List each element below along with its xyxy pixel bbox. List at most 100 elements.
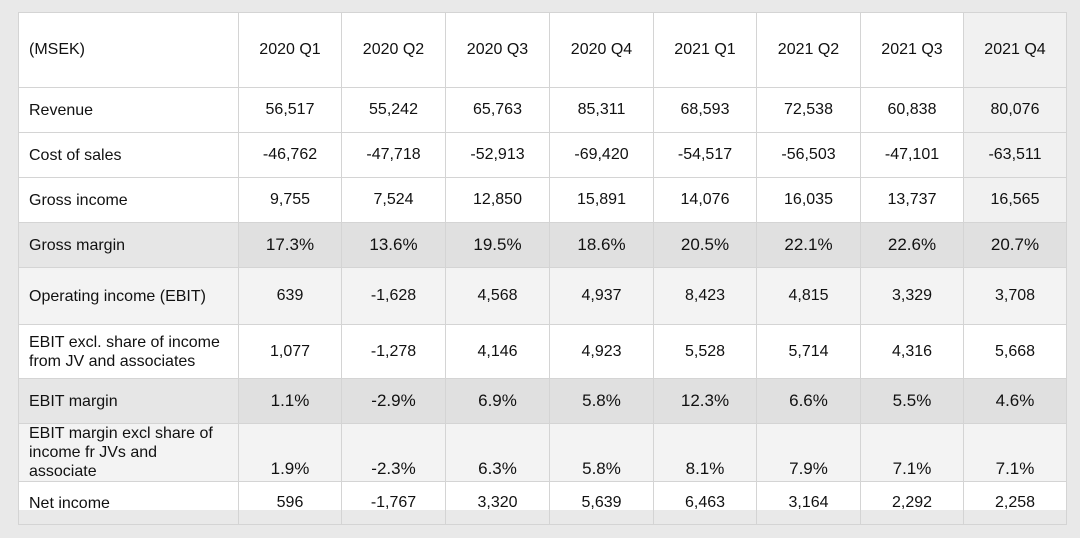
table-cell: -1,767	[341, 481, 446, 525]
table-cell: 5,714	[756, 324, 861, 379]
table-cell: 596	[238, 481, 342, 525]
row-label-line: EBIT excl. share of income	[29, 333, 220, 351]
table-cell: -2.3%	[341, 423, 446, 482]
row-label: Operating income (EBIT)	[18, 267, 239, 325]
quarterly-financials-table: (MSEK) 2020 Q1 2020 Q2 2020 Q3 2020 Q4 2…	[18, 12, 1067, 525]
table-cell: 6.6%	[756, 378, 861, 424]
table-cell: 22.6%	[860, 222, 964, 268]
table-cell: 7,524	[341, 177, 446, 223]
table-cell: 16,035	[756, 177, 861, 223]
table-cell: 65,763	[445, 87, 550, 133]
table-cell: 18.6%	[549, 222, 654, 268]
table-cell: 5.5%	[860, 378, 964, 424]
table-row-gross-income: Gross income 9,755 7,524 12,850 15,891 1…	[18, 177, 1067, 223]
table-cell: 7.1%	[963, 423, 1067, 482]
table-row-cost-of-sales: Cost of sales -46,762 -47,718 -52,913 -6…	[18, 132, 1067, 178]
table-cell: 68,593	[653, 87, 757, 133]
table-cell: 8.1%	[653, 423, 757, 482]
table-cell: 2,292	[860, 481, 964, 525]
table-cell: -63,511	[963, 132, 1067, 178]
column-header: 2021 Q3	[860, 12, 964, 88]
table-cell: 20.7%	[963, 222, 1067, 268]
table-cell: 1,077	[238, 324, 342, 379]
table-cell: 56,517	[238, 87, 342, 133]
table-cell: 4,923	[549, 324, 654, 379]
table-cell: -2.9%	[341, 378, 446, 424]
table-cell: 639	[238, 267, 342, 325]
financial-table-container: (MSEK) 2020 Q1 2020 Q2 2020 Q3 2020 Q4 2…	[18, 12, 1067, 525]
table-cell: 4.6%	[963, 378, 1067, 424]
row-label-line: EBIT margin excl share of	[29, 425, 213, 442]
table-cell: 12.3%	[653, 378, 757, 424]
table-cell: -47,718	[341, 132, 446, 178]
table-cell: 5,528	[653, 324, 757, 379]
table-cell: -52,913	[445, 132, 550, 178]
table-row-gross-margin: Gross margin 17.3% 13.6% 19.5% 18.6% 20.…	[18, 222, 1067, 268]
row-label: Revenue	[18, 87, 239, 133]
table-row-operating-income: Operating income (EBIT) 639 -1,628 4,568…	[18, 267, 1067, 325]
table-cell: 3,164	[756, 481, 861, 525]
table-cell: 55,242	[341, 87, 446, 133]
column-header: 2020 Q2	[341, 12, 446, 88]
table-cell: -47,101	[860, 132, 964, 178]
table-cell: 1.9%	[238, 423, 342, 482]
table-cell: -56,503	[756, 132, 861, 178]
table-cell: 60,838	[860, 87, 964, 133]
row-label: Gross margin	[18, 222, 239, 268]
table-row-ebit-excl-jv: EBIT excl. share of income from JV and as…	[18, 324, 1067, 379]
table-cell: 14,076	[653, 177, 757, 223]
table-cell: 5.8%	[549, 423, 654, 482]
table-cell: 13.6%	[341, 222, 446, 268]
table-cell: 3,708	[963, 267, 1067, 325]
table-cell: 7.1%	[860, 423, 964, 482]
table-row-revenue: Revenue 56,517 55,242 65,763 85,311 68,5…	[18, 87, 1067, 133]
table-cell: 6.9%	[445, 378, 550, 424]
table-cell: 13,737	[860, 177, 964, 223]
row-label-line: income fr JVs and associate	[29, 444, 158, 480]
table-cell: 19.5%	[445, 222, 550, 268]
row-label: Cost of sales	[18, 132, 239, 178]
header-row: (MSEK) 2020 Q1 2020 Q2 2020 Q3 2020 Q4 2…	[18, 12, 1067, 88]
table-cell: 8,423	[653, 267, 757, 325]
table-cell: 4,815	[756, 267, 861, 325]
row-label: EBIT excl. share of income from JV and as…	[18, 324, 239, 379]
row-label: EBIT margin excl share of income fr JVs a…	[18, 423, 239, 482]
row-label-line: from JV and associates	[29, 352, 196, 370]
table-cell: 7.9%	[756, 423, 861, 482]
table-cell: 5,639	[549, 481, 654, 525]
table-cell: 12,850	[445, 177, 550, 223]
column-header: 2021 Q1	[653, 12, 757, 88]
row-label: Net income	[18, 481, 239, 525]
table-cell: -54,517	[653, 132, 757, 178]
table-cell: 3,320	[445, 481, 550, 525]
row-label: Gross income	[18, 177, 239, 223]
table-cell: 9,755	[238, 177, 342, 223]
column-header: 2020 Q1	[238, 12, 342, 88]
table-cell: 4,568	[445, 267, 550, 325]
table-cell: 6,463	[653, 481, 757, 525]
column-header: 2020 Q3	[445, 12, 550, 88]
table-cell: -1,278	[341, 324, 446, 379]
column-header: 2021 Q2	[756, 12, 861, 88]
table-cell: 4,146	[445, 324, 550, 379]
table-cell: 85,311	[549, 87, 654, 133]
table-cell: 3,329	[860, 267, 964, 325]
table-cell: 22.1%	[756, 222, 861, 268]
unit-label: (MSEK)	[18, 12, 239, 88]
table-row-ebit-margin: EBIT margin 1.1% -2.9% 6.9% 5.8% 12.3% 6…	[18, 378, 1067, 424]
row-label: EBIT margin	[18, 378, 239, 424]
table-cell: 4,937	[549, 267, 654, 325]
table-row-net-income: Net income 596 -1,767 3,320 5,639 6,463 …	[18, 481, 1067, 525]
table-cell: 5.8%	[549, 378, 654, 424]
table-cell: 4,316	[860, 324, 964, 379]
column-header: 2020 Q4	[549, 12, 654, 88]
table-cell: -1,628	[341, 267, 446, 325]
table-cell: 17.3%	[238, 222, 342, 268]
table-cell: 15,891	[549, 177, 654, 223]
table-cell: -69,420	[549, 132, 654, 178]
table-cell: 1.1%	[238, 378, 342, 424]
table-cell: 6.3%	[445, 423, 550, 482]
column-header: 2021 Q4	[963, 12, 1067, 88]
table-cell: 80,076	[963, 87, 1067, 133]
table-cell: -46,762	[238, 132, 342, 178]
